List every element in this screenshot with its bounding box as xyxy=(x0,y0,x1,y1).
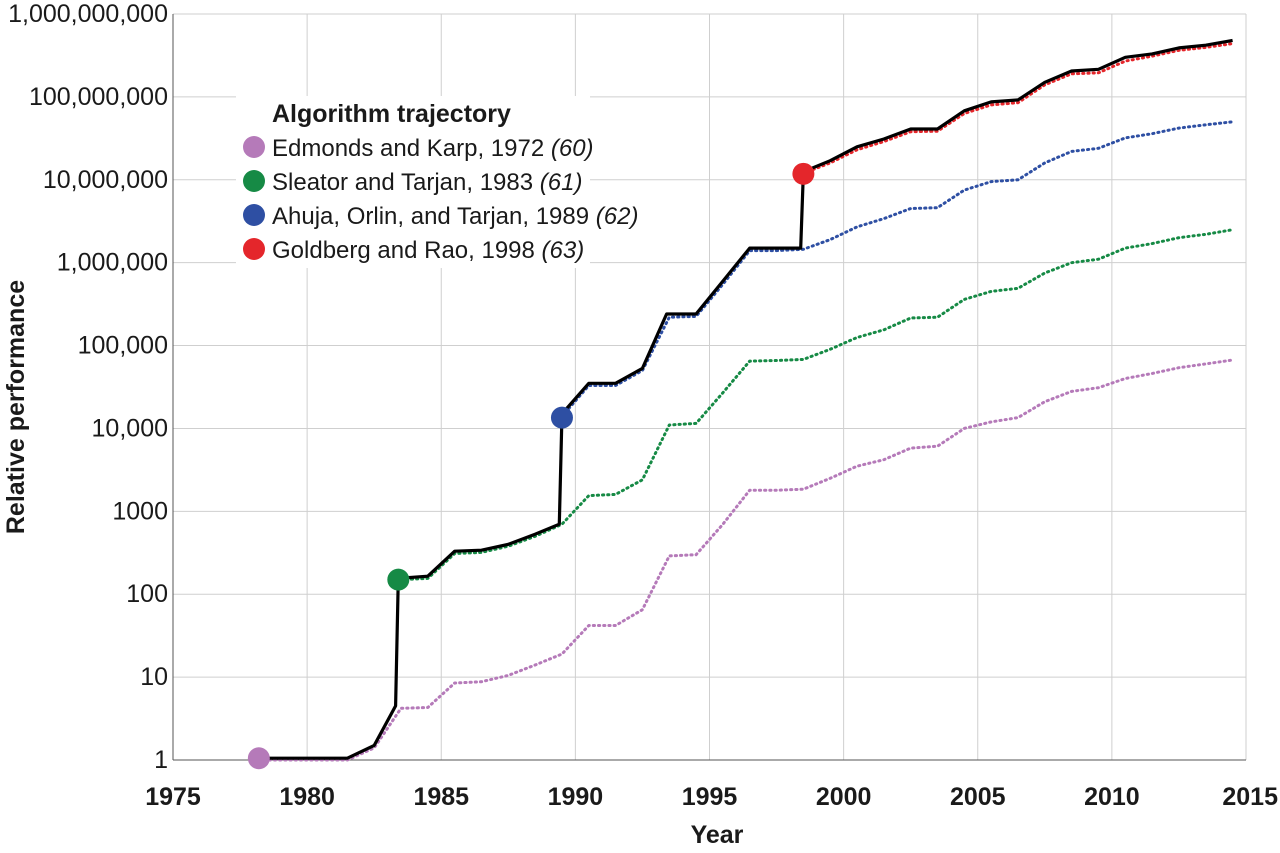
trajectory-line-2 xyxy=(560,120,1235,418)
y-tick-label: 100,000 xyxy=(78,332,168,360)
x-tick-label: 1995 xyxy=(682,783,738,811)
legend: Algorithm trajectory Edmonds and Karp, 1… xyxy=(236,96,638,268)
x-tick-label: 2005 xyxy=(950,783,1006,811)
y-tick-label: 10,000 xyxy=(92,414,168,442)
trajectory-line-0 xyxy=(257,358,1235,762)
x-tick-label: 1985 xyxy=(413,783,469,811)
x-tick-label: 2010 xyxy=(1084,783,1140,811)
legend-swatch xyxy=(243,170,265,192)
y-tick-label: 10 xyxy=(140,663,168,691)
x-tick-label: 1990 xyxy=(548,783,604,811)
x-tick-label: 1980 xyxy=(279,783,335,811)
legend-swatch xyxy=(243,238,265,260)
series-marker-1 xyxy=(387,568,410,591)
y-tick-label: 100 xyxy=(126,580,168,608)
legend-entry-label: Goldberg and Rao, 1998 (63) xyxy=(272,237,584,264)
legend-background xyxy=(236,96,590,268)
y-tick-label: 1000 xyxy=(112,497,168,525)
x-tick-label: 2000 xyxy=(816,783,872,811)
x-axis-title: Year xyxy=(691,821,744,849)
best-performance-line xyxy=(258,38,1233,760)
legend-entry-label: Edmonds and Karp, 1972 (60) xyxy=(272,135,594,162)
y-tick-label: 10,000,000 xyxy=(43,166,168,194)
grid-lines xyxy=(172,13,1247,761)
series-marker-2 xyxy=(550,406,573,429)
y-tick-label: 100,000,000 xyxy=(29,83,168,111)
y-tick-label: 1,000,000 xyxy=(57,249,168,277)
y-tick-label: 1 xyxy=(154,746,168,774)
x-tick-label: 2015 xyxy=(1222,783,1278,811)
legend-swatch xyxy=(243,204,265,226)
legend-title: Algorithm trajectory xyxy=(272,100,511,128)
legend-swatch xyxy=(243,136,265,158)
y-axis-title: Relative performance xyxy=(2,280,30,534)
x-axis-ticks: 1975 1980 1985 1990 1995 2000 2005 2010 2015 xyxy=(145,783,1278,811)
legend-entry-label: Sleator and Tarjan, 1983 (61) xyxy=(272,169,582,196)
trajectory-line-3 xyxy=(801,42,1235,175)
series-marker-0 xyxy=(247,747,270,770)
series-marker-3 xyxy=(792,162,815,185)
x-tick-label: 1975 xyxy=(145,783,201,811)
series-markers xyxy=(247,162,815,770)
trajectory-line-1 xyxy=(399,228,1235,582)
series-lines xyxy=(257,38,1235,762)
legend-entry-label: Ahuja, Orlin, and Tarjan, 1989 (62) xyxy=(272,203,638,230)
y-axis-ticks: 1 10 100 1000 10,000 100,000 1,000,000 10,000,0… xyxy=(8,0,168,774)
y-tick-label: 1,000,000,000 xyxy=(8,0,168,28)
